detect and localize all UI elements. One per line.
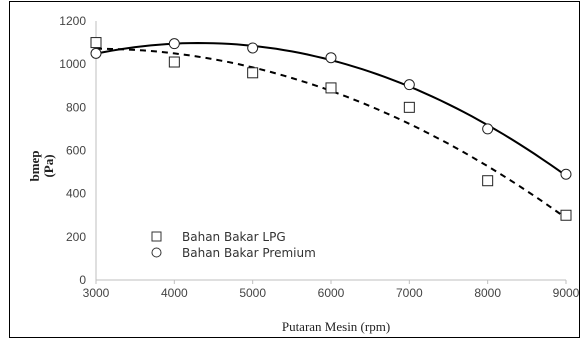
x-axis-title: Putaran Mesin (rpm): [282, 319, 390, 334]
y-tick-label: 800: [66, 100, 86, 114]
data-point-premium: [403, 79, 415, 91]
y-tick-label: 600: [66, 144, 86, 158]
data-points-layer: [90, 37, 572, 221]
data-point-premium: [482, 123, 494, 135]
chart-frame: 0 200 400 600 800 1000 1200 3000 4000 5000 6000 700…: [9, 1, 580, 338]
labels-layer: Putaran Mesin (rpm) bmep (Pa): [27, 150, 390, 334]
axes-layer: 0 200 400 600 800 1000 1200 3000 4000 5000 6000 700…: [59, 14, 579, 300]
x-tick-label: 6000: [318, 286, 345, 300]
trendline-lpg: [96, 47, 567, 219]
x-tick-label: 5000: [239, 286, 266, 300]
x-tick-label: 9000: [553, 286, 580, 300]
x-tick-label: 8000: [474, 286, 501, 300]
chart-svg: 0 200 400 600 800 1000 1200 3000 4000 5000 6000 700…: [27, 14, 580, 334]
data-point-lpg: [247, 67, 259, 79]
y-tick-label: 200: [66, 230, 86, 244]
data-point-lpg: [403, 101, 415, 113]
data-point-premium: [90, 47, 102, 59]
data-point-lpg: [560, 209, 572, 221]
x-tick-label: 3000: [83, 286, 110, 300]
y-axis-title-line-1: bmep: [27, 150, 42, 181]
trendlines-layer: [95, 41, 567, 219]
y-tick-label: 400: [66, 187, 86, 201]
data-point-premium: [168, 38, 180, 50]
legend: Bahan Bakar LPG Bahan Bakar Premium: [151, 230, 316, 260]
data-point-premium: [247, 42, 259, 54]
data-point-premium: [325, 52, 337, 64]
data-point-premium: [560, 168, 572, 180]
x-tick-label: 4000: [161, 286, 188, 300]
y-tick-label: 1200: [59, 14, 86, 28]
legend-label-premium: Bahan Bakar Premium: [182, 246, 316, 260]
legend-label-lpg: Bahan Bakar LPG: [182, 230, 286, 244]
legend-marker-lpg: [151, 231, 162, 242]
legend-marker-premium: [151, 247, 162, 258]
x-tick-label: 7000: [396, 286, 423, 300]
y-axis-title-line-2: (Pa): [41, 154, 56, 177]
y-tick-label: 0: [79, 273, 86, 287]
data-point-lpg: [325, 82, 337, 94]
data-point-lpg: [168, 56, 180, 68]
data-point-lpg: [482, 175, 494, 187]
y-tick-label: 1000: [59, 57, 86, 71]
data-point-lpg: [90, 37, 102, 49]
